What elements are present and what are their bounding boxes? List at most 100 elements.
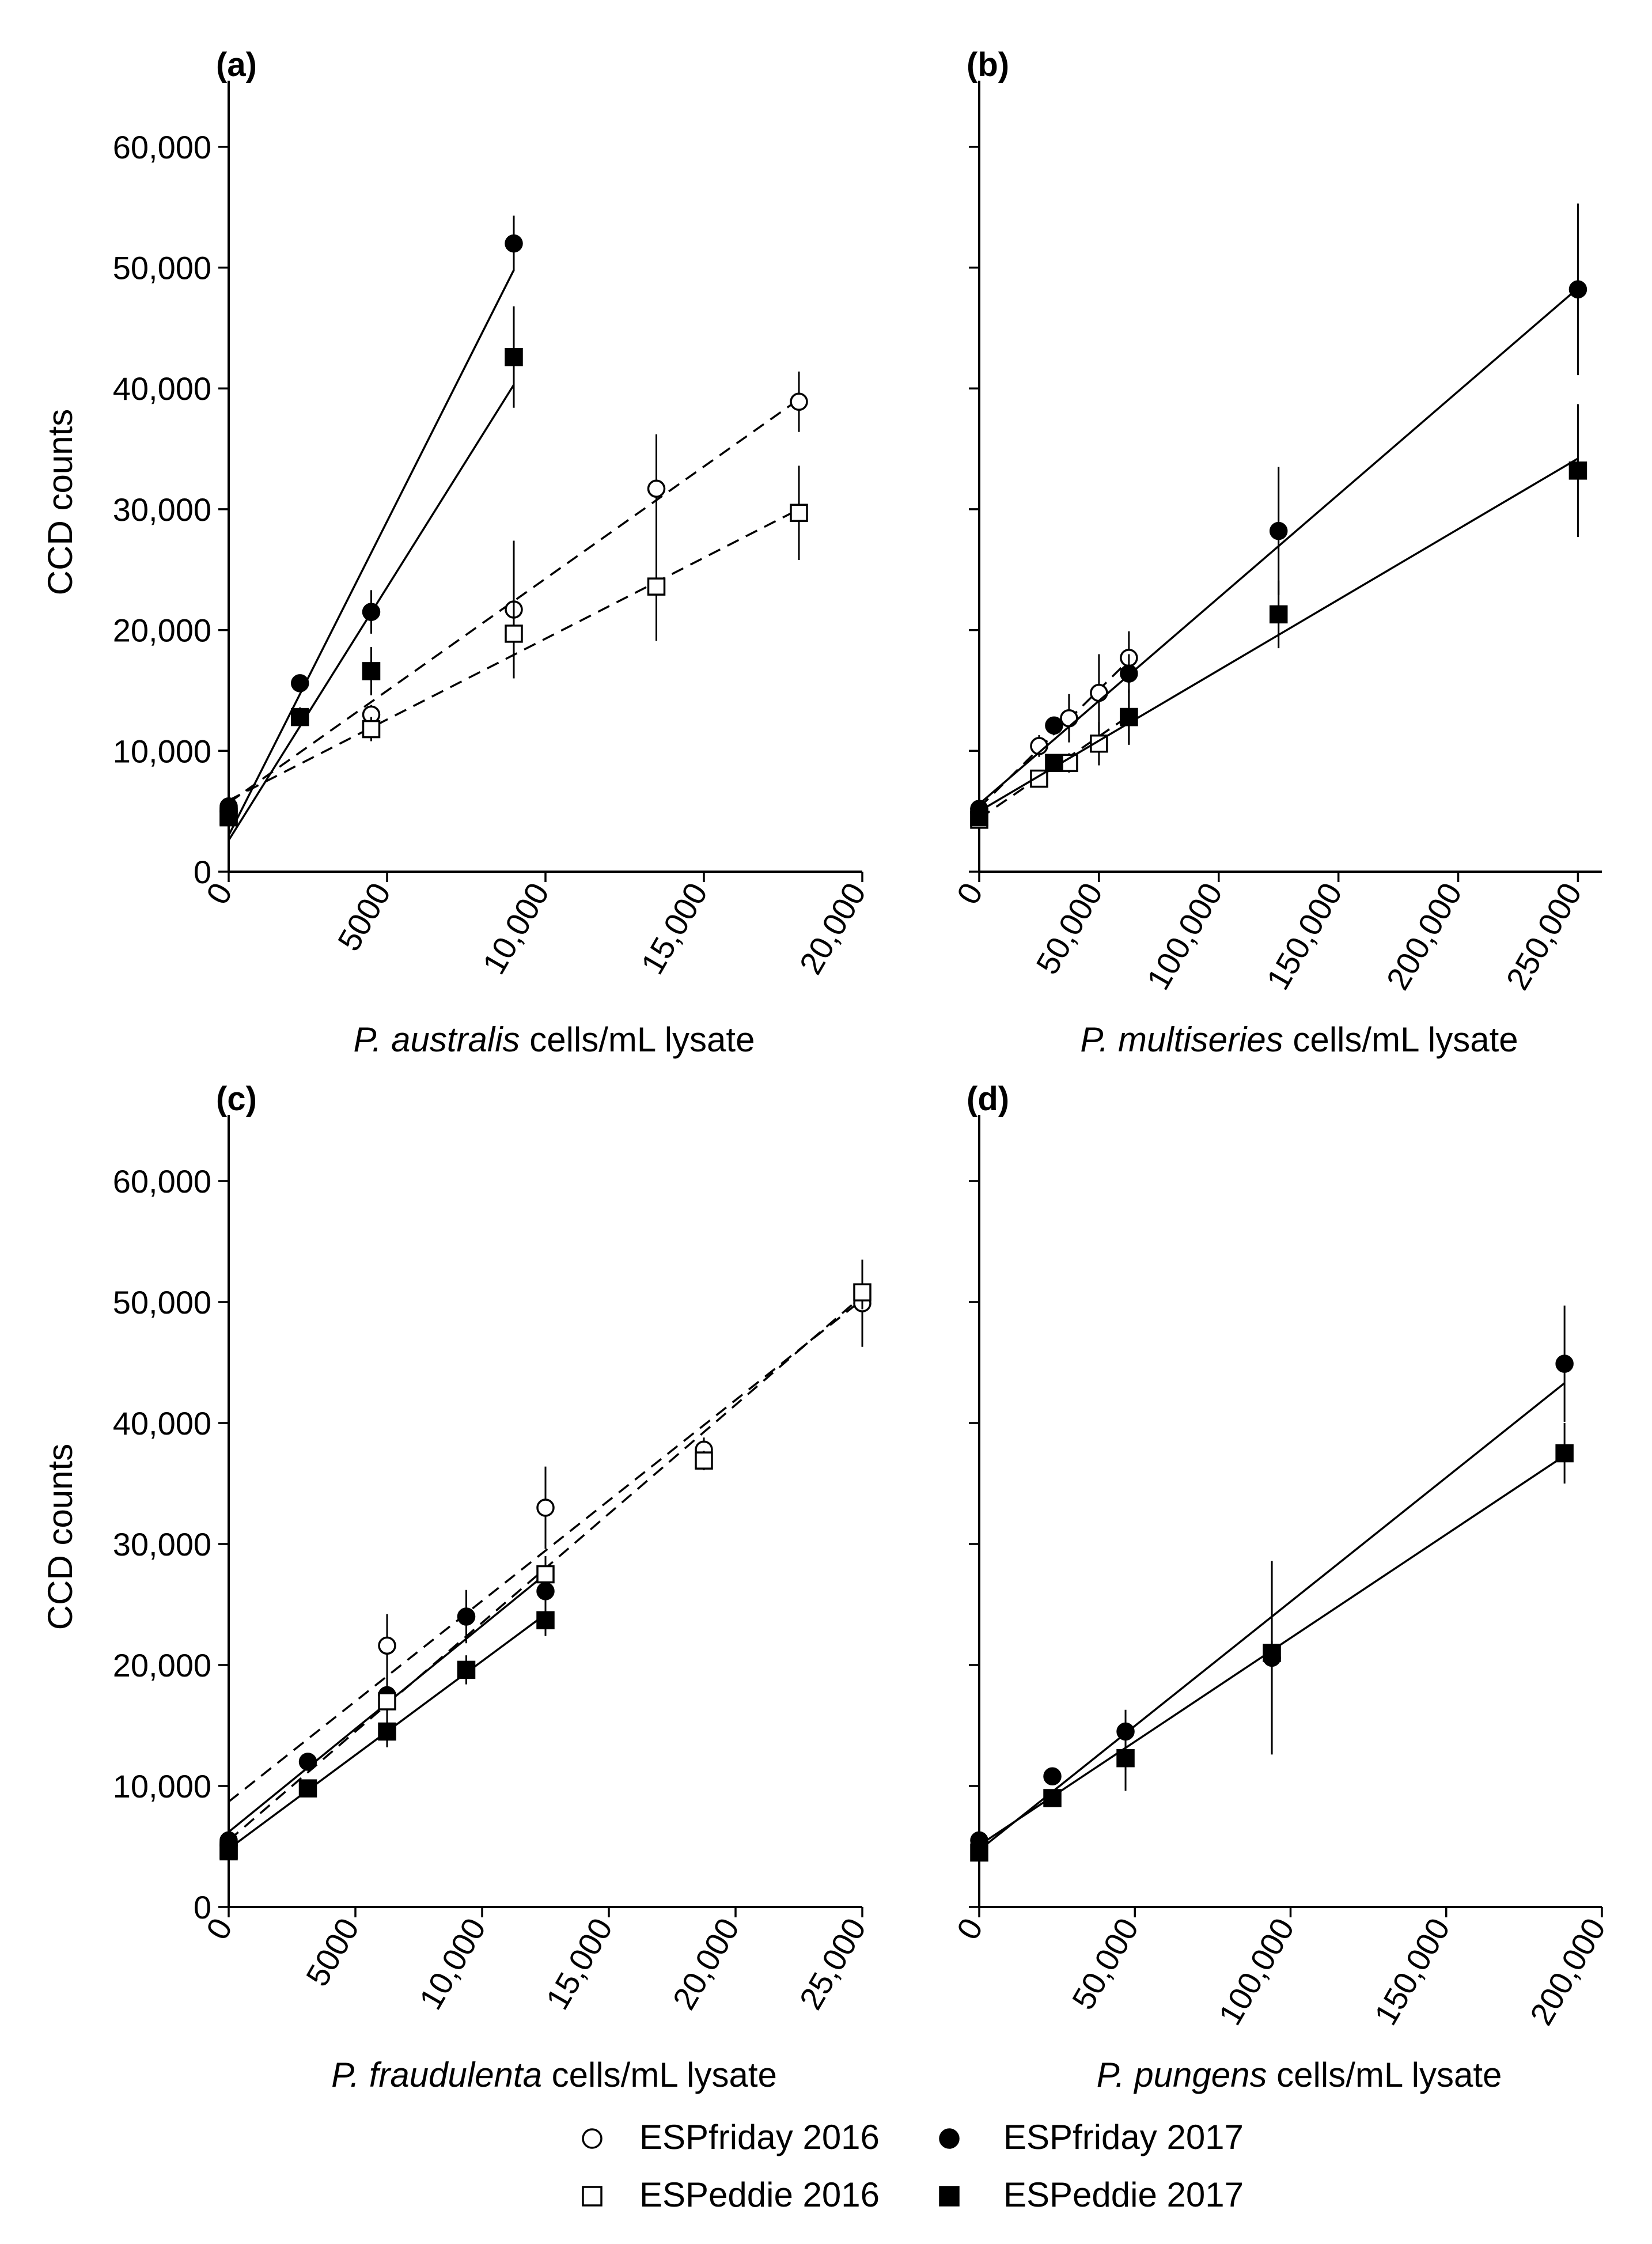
data-point (378, 1692, 396, 1711)
data-point (219, 1841, 238, 1860)
series-espeddie-2017 (219, 1605, 555, 1860)
y-tick-label: 50,000 (113, 250, 211, 286)
panel-label: (b) (967, 46, 1009, 84)
y-tick-label: 0 (194, 854, 211, 890)
y-axis-title: CCD counts (41, 409, 79, 595)
y-axis-title: CCD counts (41, 1444, 79, 1630)
legend-label: ESPfriday 2017 (1003, 2118, 1244, 2156)
data-point (1060, 709, 1078, 728)
x-axis-title: P. pungens cells/mL lysate (1097, 2056, 1502, 2094)
x-axis-title: P. fraudulenta cells/mL lysate (331, 2056, 777, 2094)
series-espeddie-2017 (970, 1423, 1574, 1862)
data-point (647, 479, 666, 498)
series-espeddie-2016 (219, 466, 808, 827)
data-point (1555, 1354, 1574, 1373)
data-point (536, 1611, 555, 1630)
panel-label: (a) (216, 46, 257, 84)
data-point (970, 1843, 988, 1862)
data-point (1120, 707, 1138, 726)
data-point (1045, 716, 1063, 735)
data-point (1568, 280, 1587, 299)
data-point (1045, 754, 1063, 773)
x-axis-title-unit: cells/mL lysate (542, 2056, 777, 2094)
panel-label: (c) (216, 1080, 257, 1118)
y-tick-label: 60,000 (113, 1163, 211, 1199)
legend-filled-circle-icon (939, 2128, 960, 2149)
data-point (362, 720, 381, 739)
x-axis-title-unit: cells/mL lysate (1267, 2056, 1502, 2094)
data-point (853, 1283, 872, 1301)
y-tick-label: 50,000 (113, 1284, 211, 1320)
fit-line (228, 269, 515, 836)
legend-item: ESPeddie 2016 (582, 2175, 880, 2214)
series-espfriday-2017 (219, 215, 523, 836)
y-tick-label: 20,000 (113, 1647, 211, 1683)
y-tick-label: 10,000 (113, 733, 211, 769)
x-axis-title-species: P. pungens (1097, 2056, 1267, 2094)
data-point (790, 392, 808, 411)
fit-line (228, 398, 800, 804)
legend-open-square-icon (582, 2186, 603, 2207)
y-tick-label: 40,000 (113, 1405, 211, 1441)
panel-label: (d) (967, 1080, 1009, 1118)
y-tick-label: 30,000 (113, 1526, 211, 1562)
data-point (298, 1753, 317, 1771)
data-point (457, 1607, 476, 1626)
data-point (291, 707, 309, 726)
data-point (695, 1451, 713, 1470)
legend-item: ESPfriday 2017 (939, 2118, 1244, 2156)
data-point (536, 1565, 555, 1584)
x-axis-title: P. australis cells/mL lysate (354, 1020, 755, 1059)
data-point (505, 347, 523, 366)
data-point (219, 807, 238, 826)
legend-open-circle-icon (582, 2128, 603, 2149)
x-axis-title-species: P. australis (354, 1020, 520, 1059)
legend: ESPfriday 2016 ESPfriday 2017 ESPeddie 201… (582, 2118, 1244, 2214)
data-point (378, 1722, 396, 1741)
data-point (1090, 683, 1108, 702)
x-axis-title-unit: cells/mL lysate (520, 1020, 755, 1059)
data-point (378, 1636, 396, 1655)
data-point (505, 234, 523, 253)
data-point (790, 504, 808, 522)
y-tick-label: 20,000 (113, 612, 211, 649)
data-point (1555, 1444, 1574, 1463)
chart-panel-b: 0 50,000 100,000 150,000 200,000 250,000(b)P.… (949, 46, 1602, 1059)
data-point (1043, 1789, 1062, 1807)
data-point (1120, 664, 1138, 683)
legend-item: ESPeddie 2017 (939, 2175, 1244, 2214)
data-point (970, 808, 988, 827)
data-point (362, 662, 381, 680)
data-point (536, 1498, 555, 1517)
data-point (1116, 1749, 1135, 1768)
data-point (298, 1779, 317, 1798)
fit-line (228, 384, 515, 841)
fit-line (228, 1299, 863, 1803)
x-axis-title-unit: cells/mL lysate (1283, 1020, 1518, 1059)
data-point (291, 674, 309, 693)
x-axis-title-species: P. multiseries (1080, 1020, 1283, 1059)
data-point (1568, 461, 1587, 480)
y-tick-label: 30,000 (113, 491, 211, 528)
x-axis-title-species: P. fraudulenta (331, 2056, 542, 2094)
data-point (457, 1660, 476, 1679)
y-tick-label: 10,000 (113, 1768, 211, 1804)
data-point (505, 625, 523, 643)
series-espeddie-2017 (219, 306, 523, 841)
data-point (1263, 1644, 1281, 1662)
y-tick-label: 40,000 (113, 370, 211, 407)
legend-label: ESPfriday 2016 (639, 2118, 880, 2156)
y-tick-label: 0 (194, 1889, 211, 1925)
series-espeddie-2017 (970, 404, 1587, 827)
legend-item: ESPfriday 2016 (582, 2118, 880, 2156)
y-tick-label: 60,000 (113, 129, 211, 165)
data-point (647, 577, 666, 596)
data-point (1269, 605, 1288, 624)
legend-label: ESPeddie 2016 (639, 2175, 880, 2214)
legend-label: ESPeddie 2017 (1003, 2175, 1244, 2214)
legend-filled-square-icon (939, 2186, 960, 2207)
data-point (1043, 1767, 1062, 1785)
x-axis-title: P. multiseries cells/mL lysate (1080, 1020, 1518, 1059)
